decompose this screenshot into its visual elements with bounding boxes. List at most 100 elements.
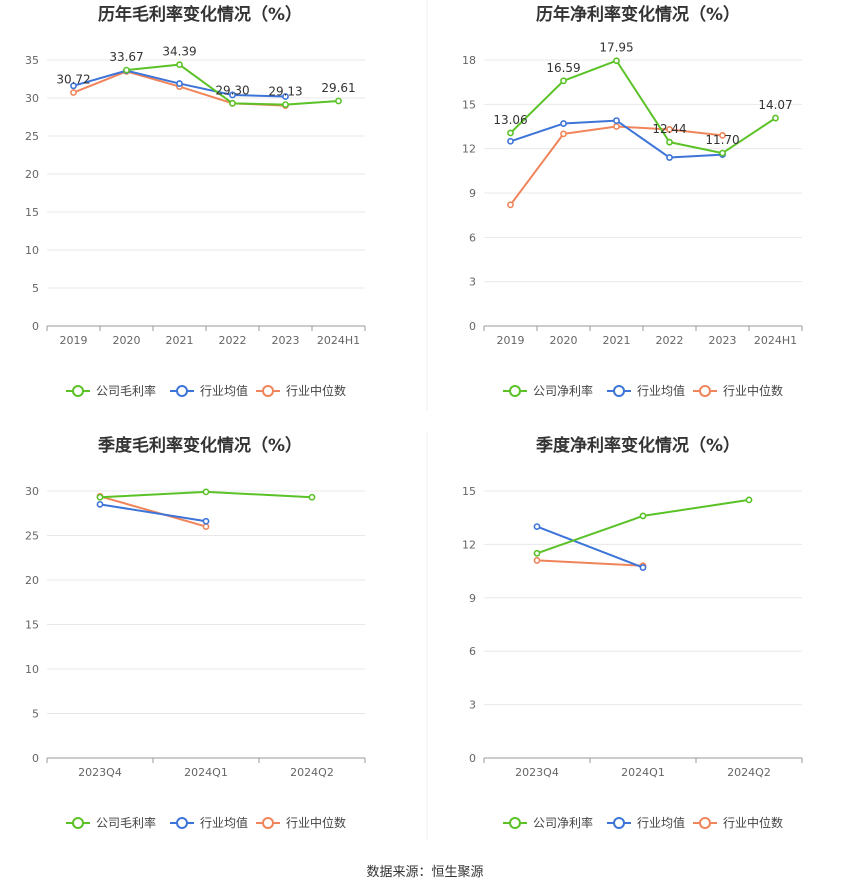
y-tick-label: 15 <box>25 206 39 219</box>
y-tick-label: 0 <box>32 752 39 765</box>
legend-marker-company <box>72 385 84 397</box>
legend-marker-avg <box>613 817 625 829</box>
data-label: 16.59 <box>546 61 580 75</box>
legend-marker-avg <box>176 385 188 397</box>
y-tick-label: 30 <box>25 485 39 498</box>
y-tick-label: 15 <box>462 98 476 111</box>
legend-marker-avg <box>613 385 625 397</box>
data-label: 29.30 <box>215 83 249 97</box>
y-tick-label: 15 <box>25 619 39 632</box>
legend-marker-median <box>262 385 274 397</box>
y-tick-label: 0 <box>32 320 39 333</box>
y-tick-label: 25 <box>25 530 39 543</box>
data-point-avg <box>507 137 514 145</box>
y-tick-label: 20 <box>25 168 39 181</box>
series-line-median <box>99 495 207 528</box>
data-point-avg <box>70 82 77 90</box>
data-point-company <box>96 493 104 501</box>
data-label: 12.44 <box>652 122 686 136</box>
y-tick-label: 3 <box>469 276 476 289</box>
data-point-avg <box>533 523 541 530</box>
y-tick-label: 0 <box>469 752 476 765</box>
y-tick-label: 18 <box>462 54 476 67</box>
y-tick-label: 9 <box>469 592 476 605</box>
data-point-company <box>176 61 183 69</box>
x-tick-label: 2024Q1 <box>184 766 228 779</box>
legend-label-median: 行业中位数 <box>723 383 783 398</box>
y-tick-label: 9 <box>469 187 476 200</box>
x-tick-label: 2024Q2 <box>727 766 771 779</box>
legend-label-avg: 行业均值 <box>200 383 248 398</box>
y-tick-label: 5 <box>32 282 39 295</box>
y-tick-label: 10 <box>25 663 39 676</box>
data-point-avg <box>282 93 289 100</box>
legend-label-median: 行业中位数 <box>723 815 783 830</box>
data-label: 17.95 <box>599 41 633 55</box>
chart-title: 历年净利率变化情况（%） <box>536 4 740 25</box>
data-point-avg <box>96 500 104 508</box>
x-tick-label: 2019 <box>497 334 525 347</box>
x-tick-label: 2023Q4 <box>515 766 559 779</box>
legend-label-company: 公司净利率 <box>533 383 593 398</box>
data-point-median <box>719 131 726 139</box>
legend-label-avg: 行业均值 <box>637 815 685 830</box>
x-tick-label: 2020 <box>550 334 578 347</box>
data-point-median <box>202 523 210 530</box>
data-point-avg <box>560 120 567 127</box>
data-point-avg <box>176 80 183 87</box>
data-point-company <box>560 77 567 85</box>
data-label: 29.61 <box>321 81 355 95</box>
data-label: 14.07 <box>758 98 792 112</box>
legend-marker-company <box>509 817 521 829</box>
x-tick-label: 2024Q2 <box>290 766 334 779</box>
data-point-company <box>666 138 673 146</box>
data-point-avg <box>639 564 647 571</box>
x-tick-label: 2021 <box>166 334 194 347</box>
legend-label-avg: 行业均值 <box>200 815 248 830</box>
data-label: 29.13 <box>268 85 302 99</box>
data-point-median <box>70 89 77 96</box>
y-tick-label: 5 <box>32 708 39 721</box>
x-tick-label: 2022 <box>219 334 247 347</box>
data-point-company <box>335 97 342 105</box>
legend-marker-median <box>262 817 274 829</box>
x-tick-label: 2020 <box>113 334 141 347</box>
y-tick-label: 3 <box>469 699 476 712</box>
data-label: 33.67 <box>109 50 143 64</box>
legend-label-median: 行业中位数 <box>286 815 346 830</box>
legend-label-company: 公司毛利率 <box>96 815 156 830</box>
legend-label-company: 公司净利率 <box>533 815 593 830</box>
data-point-company <box>719 149 726 157</box>
data-point-company <box>308 493 316 501</box>
y-tick-label: 12 <box>462 538 476 551</box>
x-tick-label: 2024Q1 <box>621 766 665 779</box>
data-point-company <box>507 129 514 137</box>
source-note: 数据来源：恒生聚源 <box>366 865 483 880</box>
chart-title: 历年毛利率变化情况（%） <box>98 4 302 25</box>
x-tick-label: 2023 <box>709 334 737 347</box>
legend-label-company: 公司毛利率 <box>96 383 156 398</box>
y-tick-label: 20 <box>25 574 39 587</box>
legend-label-avg: 行业均值 <box>637 383 685 398</box>
y-tick-label: 30 <box>25 92 39 105</box>
data-point-company <box>229 99 236 107</box>
x-tick-label: 2022 <box>656 334 684 347</box>
data-point-median <box>560 130 567 138</box>
data-point-company <box>533 549 541 557</box>
legend-marker-company <box>509 385 521 397</box>
x-tick-label: 2019 <box>60 334 88 347</box>
data-point-avg <box>613 117 620 124</box>
data-point-avg <box>666 154 673 161</box>
y-tick-label: 0 <box>469 320 476 333</box>
data-point-avg <box>229 91 236 99</box>
data-point-median <box>533 557 541 564</box>
series-line-median <box>536 559 644 567</box>
legend-marker-median <box>699 385 711 397</box>
series-line-company <box>536 498 750 555</box>
data-point-company <box>613 57 620 65</box>
data-label: 34.39 <box>162 45 196 59</box>
x-tick-label: 2024H1 <box>754 334 797 347</box>
y-tick-label: 12 <box>462 143 476 156</box>
data-label: 11.70 <box>705 133 739 147</box>
